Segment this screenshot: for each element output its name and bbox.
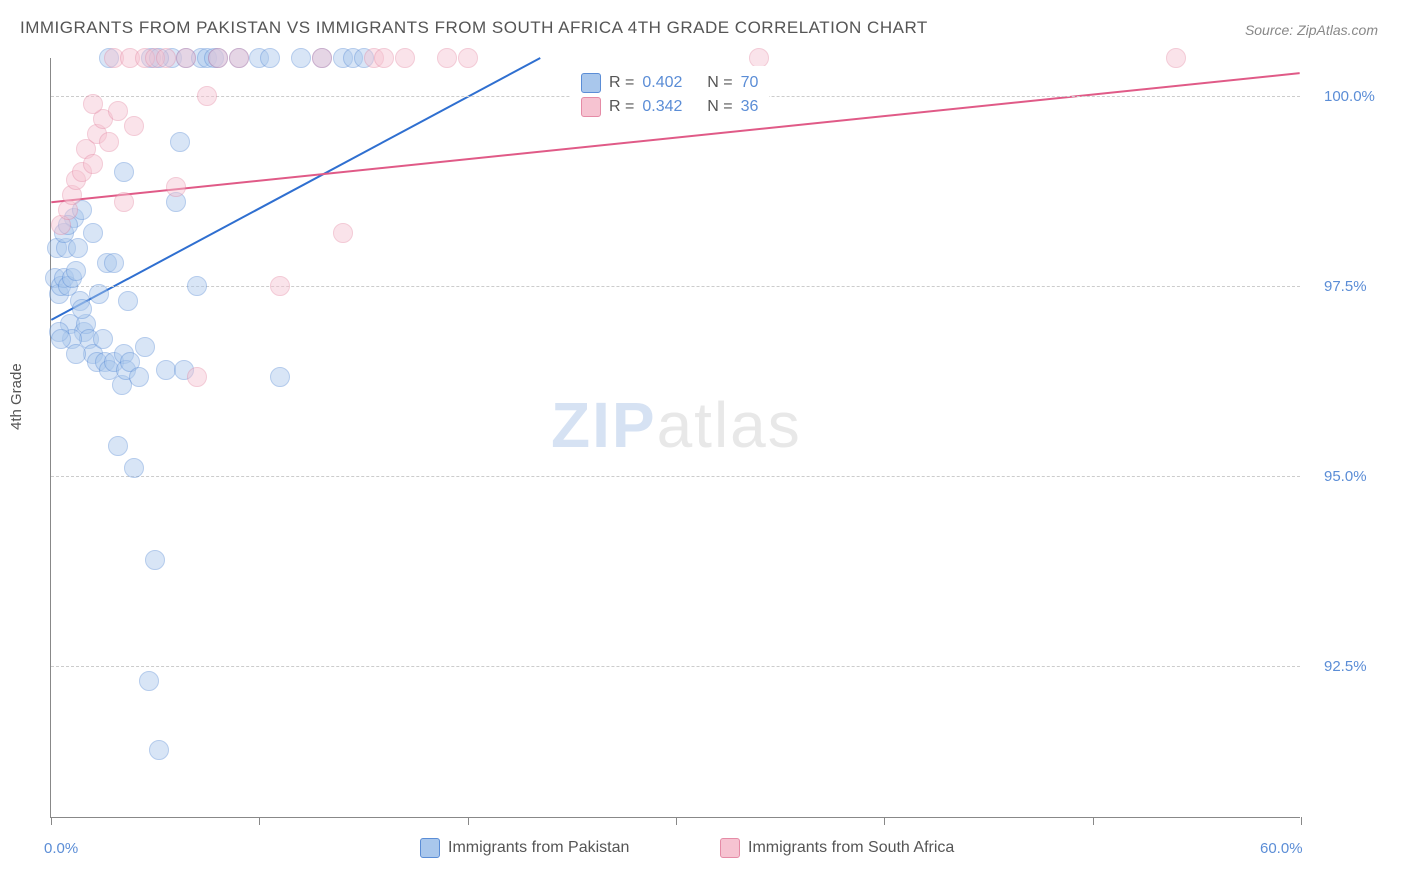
- point-pakistan: [118, 291, 138, 311]
- swatch-south-africa: [581, 97, 601, 117]
- point-pakistan: [89, 284, 109, 304]
- point-pakistan: [83, 223, 103, 243]
- legend-r-label: R =: [609, 74, 634, 92]
- trend-lines-layer: [51, 58, 1300, 817]
- point-south-africa: [749, 48, 769, 68]
- point-pakistan: [270, 367, 290, 387]
- gridline-h: [51, 476, 1300, 477]
- inset-legend-row: R = 0.342 N = 36: [581, 95, 758, 119]
- swatch-pakistan: [420, 838, 440, 858]
- point-south-africa: [176, 48, 196, 68]
- y-tick-label: 97.5%: [1324, 278, 1367, 295]
- point-pakistan: [66, 261, 86, 281]
- gridline-h: [51, 286, 1300, 287]
- point-south-africa: [166, 177, 186, 197]
- point-south-africa: [208, 48, 228, 68]
- point-pakistan: [170, 132, 190, 152]
- legend-n-value: 36: [741, 98, 759, 116]
- point-south-africa: [333, 223, 353, 243]
- point-pakistan: [108, 436, 128, 456]
- point-south-africa: [312, 48, 332, 68]
- point-pakistan: [139, 671, 159, 691]
- point-pakistan: [114, 162, 134, 182]
- y-tick-label: 100.0%: [1324, 88, 1375, 105]
- point-south-africa: [108, 101, 128, 121]
- point-south-africa: [187, 367, 207, 387]
- inset-legend: R = 0.402 N = 70 R = 0.342 N = 36: [570, 66, 769, 124]
- x-tick-mark: [51, 817, 52, 825]
- bottom-legend-label: Immigrants from South Africa: [748, 839, 954, 857]
- legend-r-label: R =: [609, 98, 634, 116]
- source-attribution: Source: ZipAtlas.com: [1245, 22, 1378, 38]
- point-pakistan: [149, 740, 169, 760]
- point-pakistan: [68, 238, 88, 258]
- point-south-africa: [374, 48, 394, 68]
- point-pakistan: [187, 276, 207, 296]
- point-south-africa: [83, 94, 103, 114]
- x-tick-mark: [676, 817, 677, 825]
- swatch-pakistan: [581, 73, 601, 93]
- point-pakistan: [51, 329, 71, 349]
- x-tick-mark: [468, 817, 469, 825]
- point-south-africa: [1166, 48, 1186, 68]
- swatch-south-africa: [720, 838, 740, 858]
- x-tick-mark: [884, 817, 885, 825]
- legend-n-label: N =: [707, 74, 732, 92]
- point-pakistan: [72, 299, 92, 319]
- point-pakistan: [104, 253, 124, 273]
- point-pakistan: [145, 550, 165, 570]
- legend-n-value: 70: [741, 74, 759, 92]
- bottom-legend-label: Immigrants from Pakistan: [448, 839, 629, 857]
- point-pakistan: [129, 367, 149, 387]
- x-tick-mark: [1301, 817, 1302, 825]
- legend-n-label: N =: [707, 98, 732, 116]
- point-pakistan: [124, 458, 144, 478]
- point-south-africa: [270, 276, 290, 296]
- point-south-africa: [83, 154, 103, 174]
- x-tick-mark: [259, 817, 260, 825]
- x-tick-label: 60.0%: [1260, 840, 1303, 857]
- point-pakistan: [66, 344, 86, 364]
- x-tick-mark: [1093, 817, 1094, 825]
- point-south-africa: [197, 86, 217, 106]
- point-south-africa: [229, 48, 249, 68]
- plot-area: ZIPatlas: [50, 58, 1300, 818]
- y-tick-label: 95.0%: [1324, 468, 1367, 485]
- point-pakistan: [291, 48, 311, 68]
- point-south-africa: [395, 48, 415, 68]
- y-axis-label: 4th Grade: [8, 363, 25, 430]
- point-pakistan: [135, 337, 155, 357]
- point-south-africa: [124, 116, 144, 136]
- point-south-africa: [156, 48, 176, 68]
- point-south-africa: [458, 48, 478, 68]
- point-south-africa: [437, 48, 457, 68]
- legend-r-value: 0.342: [642, 98, 682, 116]
- x-tick-label: 0.0%: [44, 840, 78, 857]
- point-pakistan: [260, 48, 280, 68]
- y-tick-label: 92.5%: [1324, 658, 1367, 675]
- point-south-africa: [99, 132, 119, 152]
- trend-line: [51, 58, 540, 320]
- gridline-h: [51, 666, 1300, 667]
- legend-r-value: 0.402: [642, 74, 682, 92]
- chart-title: IMMIGRANTS FROM PAKISTAN VS IMMIGRANTS F…: [20, 18, 928, 38]
- point-south-africa: [114, 192, 134, 212]
- bottom-legend-item: Immigrants from Pakistan: [420, 838, 629, 858]
- bottom-legend-item: Immigrants from South Africa: [720, 838, 954, 858]
- inset-legend-row: R = 0.402 N = 70: [581, 71, 758, 95]
- point-pakistan: [156, 360, 176, 380]
- point-pakistan: [93, 329, 113, 349]
